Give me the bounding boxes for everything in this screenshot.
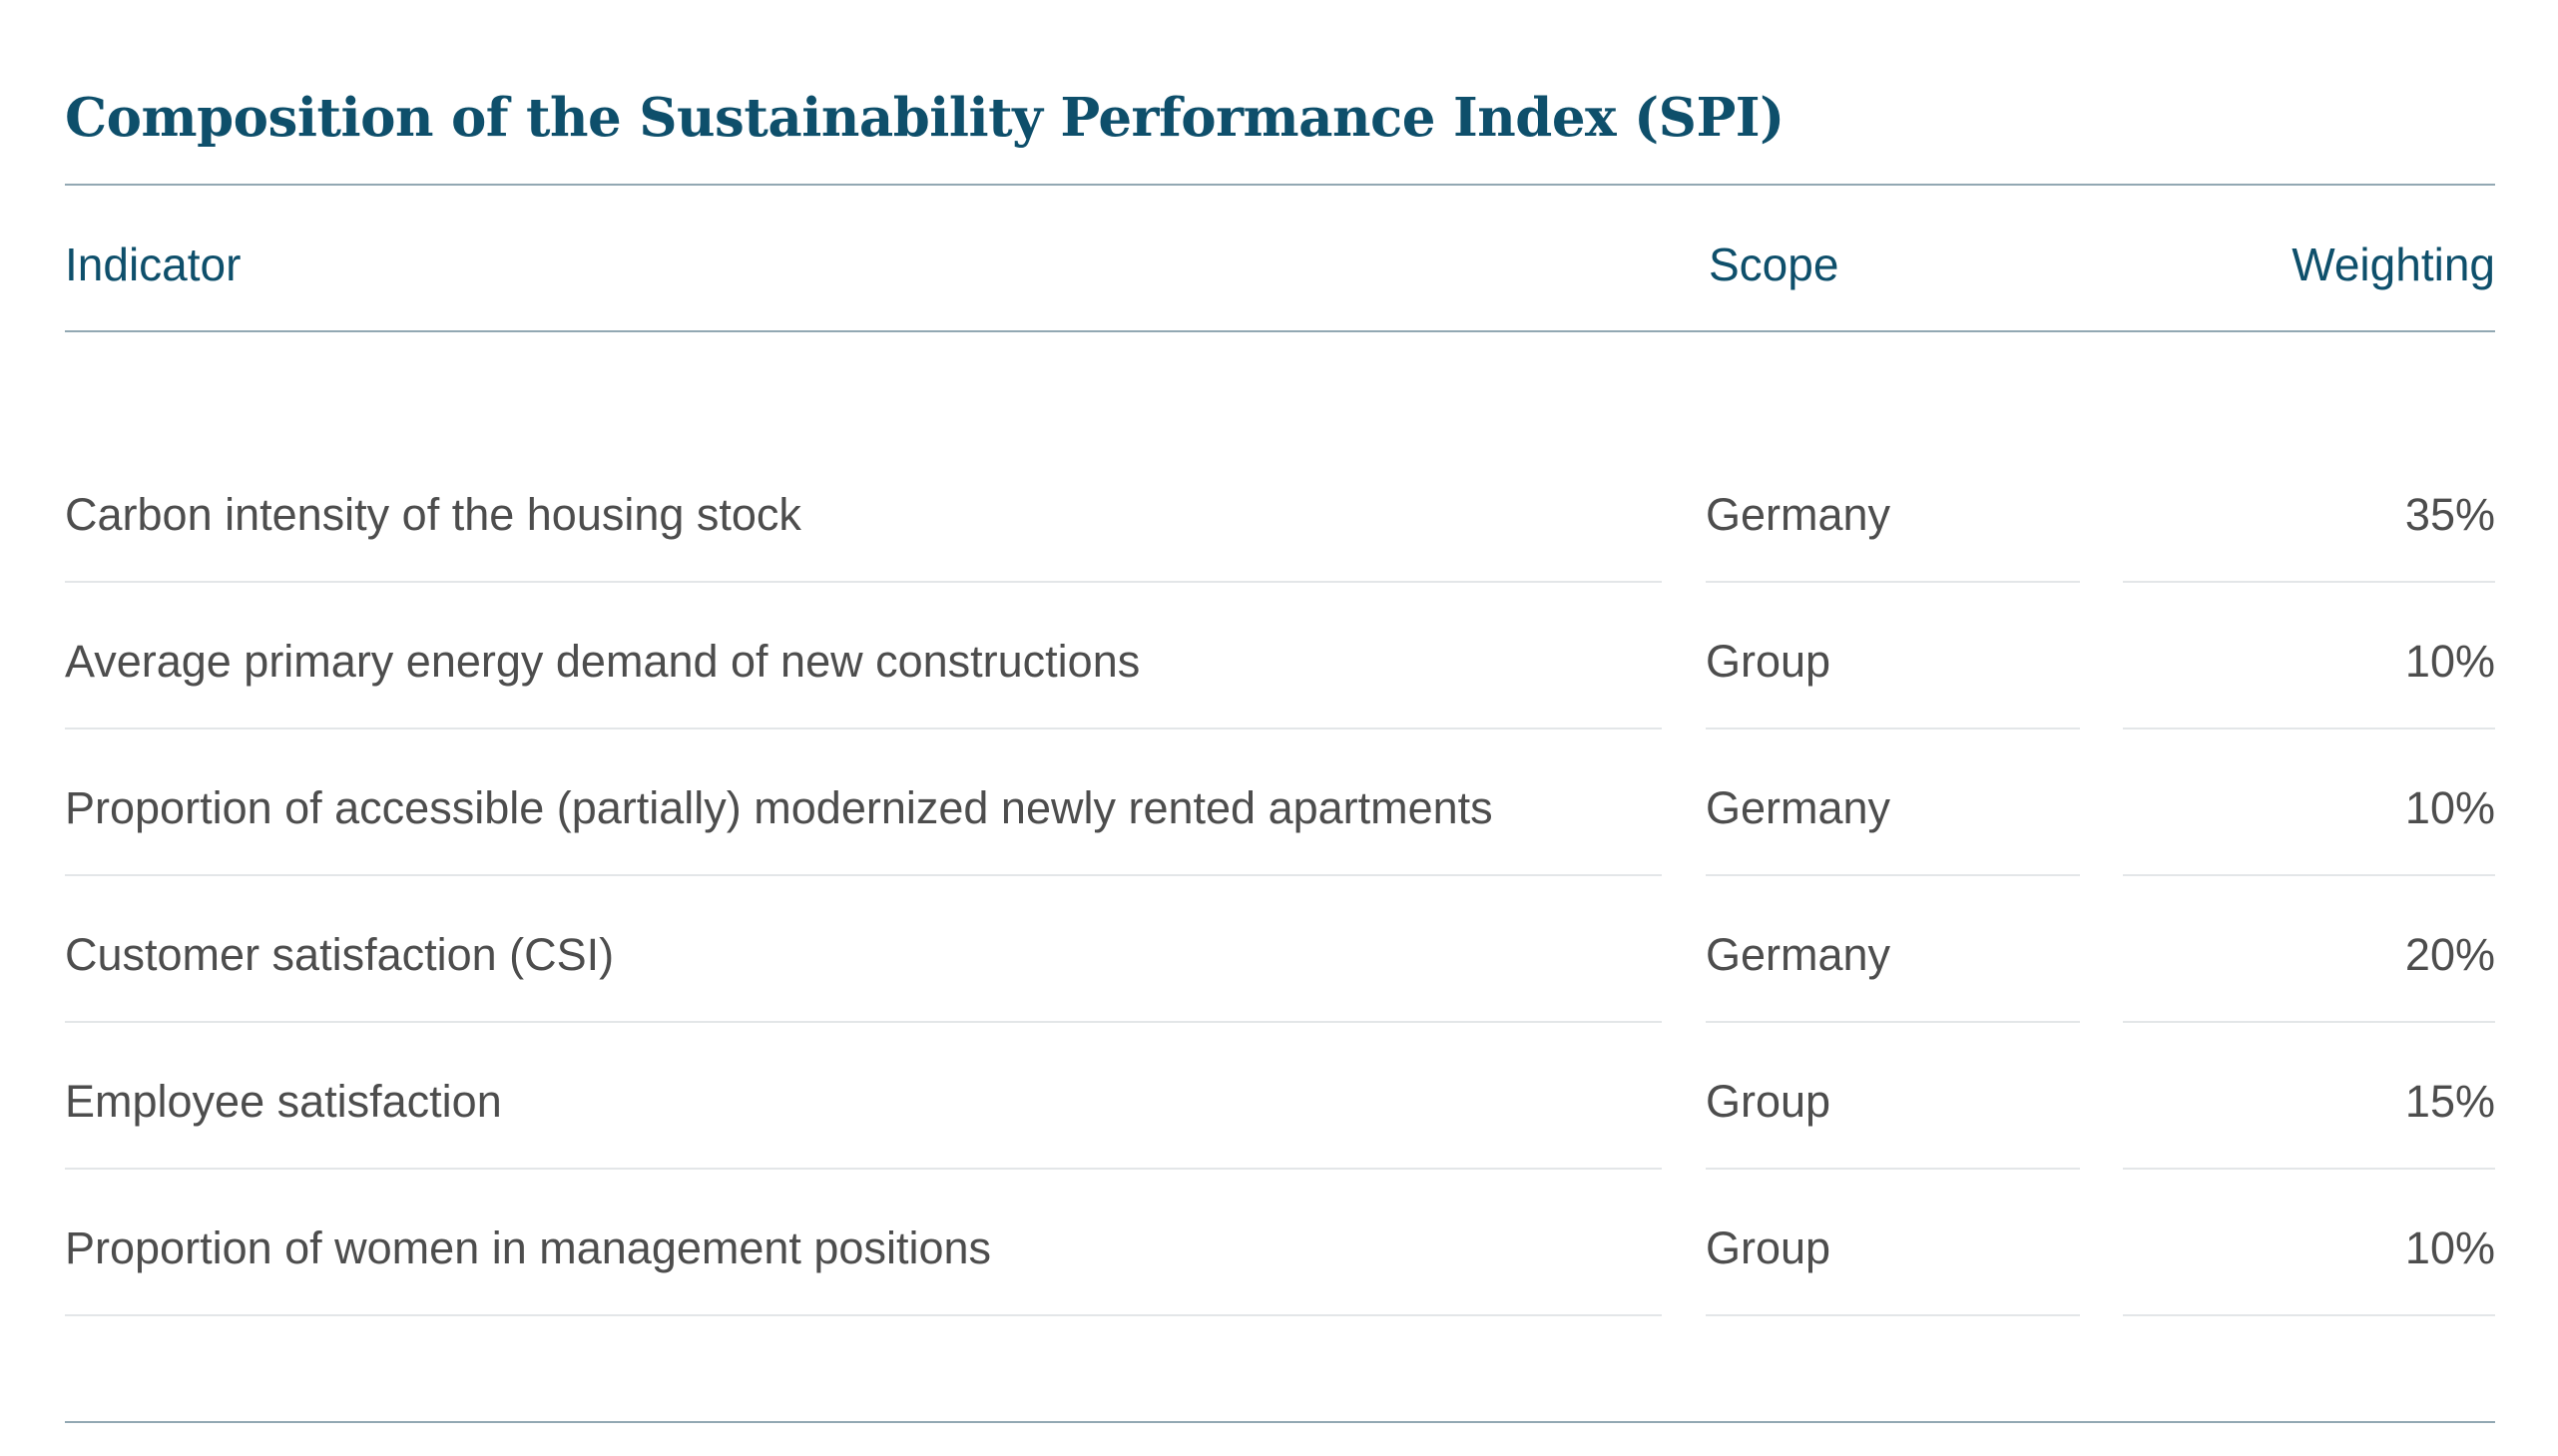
weighting-cell: 35% bbox=[2123, 465, 2495, 583]
indicator-cell: Carbon intensity of the housing stock bbox=[65, 465, 1662, 583]
table-row: Proportion of women in management positi… bbox=[0, 1199, 2558, 1345]
table-body: Carbon intensity of the housing stock Ge… bbox=[0, 465, 2558, 1345]
table-bottom-divider bbox=[65, 1421, 2495, 1423]
scope-cell: Germany bbox=[1706, 905, 2080, 1023]
table-row: Proportion of accessible (partially) mod… bbox=[0, 758, 2558, 905]
indicator-cell: Average primary energy demand of new con… bbox=[65, 612, 1662, 729]
scope-cell: Group bbox=[1706, 612, 2080, 729]
weighting-cell: 15% bbox=[2123, 1052, 2495, 1170]
weighting-cell: 10% bbox=[2123, 758, 2495, 876]
table-row: Carbon intensity of the housing stock Ge… bbox=[0, 465, 2558, 612]
page-title: Composition of the Sustainability Perfor… bbox=[65, 87, 1785, 149]
indicator-cell: Proportion of accessible (partially) mod… bbox=[65, 758, 1662, 876]
weighting-cell: 10% bbox=[2123, 612, 2495, 729]
weighting-cell: 20% bbox=[2123, 905, 2495, 1023]
column-header-weighting: Weighting bbox=[2292, 239, 2495, 290]
scope-cell: Germany bbox=[1706, 465, 2080, 583]
header-divider bbox=[65, 330, 2495, 332]
scope-cell: Germany bbox=[1706, 758, 2080, 876]
scope-cell: Group bbox=[1706, 1052, 2080, 1170]
indicator-cell: Proportion of women in management positi… bbox=[65, 1199, 1662, 1316]
table-row: Average primary energy demand of new con… bbox=[0, 612, 2558, 758]
indicator-cell: Employee satisfaction bbox=[65, 1052, 1662, 1170]
column-header-scope: Scope bbox=[1709, 239, 1839, 290]
table-row: Employee satisfaction Group 15% bbox=[0, 1052, 2558, 1199]
table-row: Customer satisfaction (CSI) Germany 20% bbox=[0, 905, 2558, 1052]
column-header-indicator: Indicator bbox=[65, 239, 242, 290]
title-divider bbox=[65, 184, 2495, 186]
weighting-cell: 10% bbox=[2123, 1199, 2495, 1316]
indicator-cell: Customer satisfaction (CSI) bbox=[65, 905, 1662, 1023]
scope-cell: Group bbox=[1706, 1199, 2080, 1316]
